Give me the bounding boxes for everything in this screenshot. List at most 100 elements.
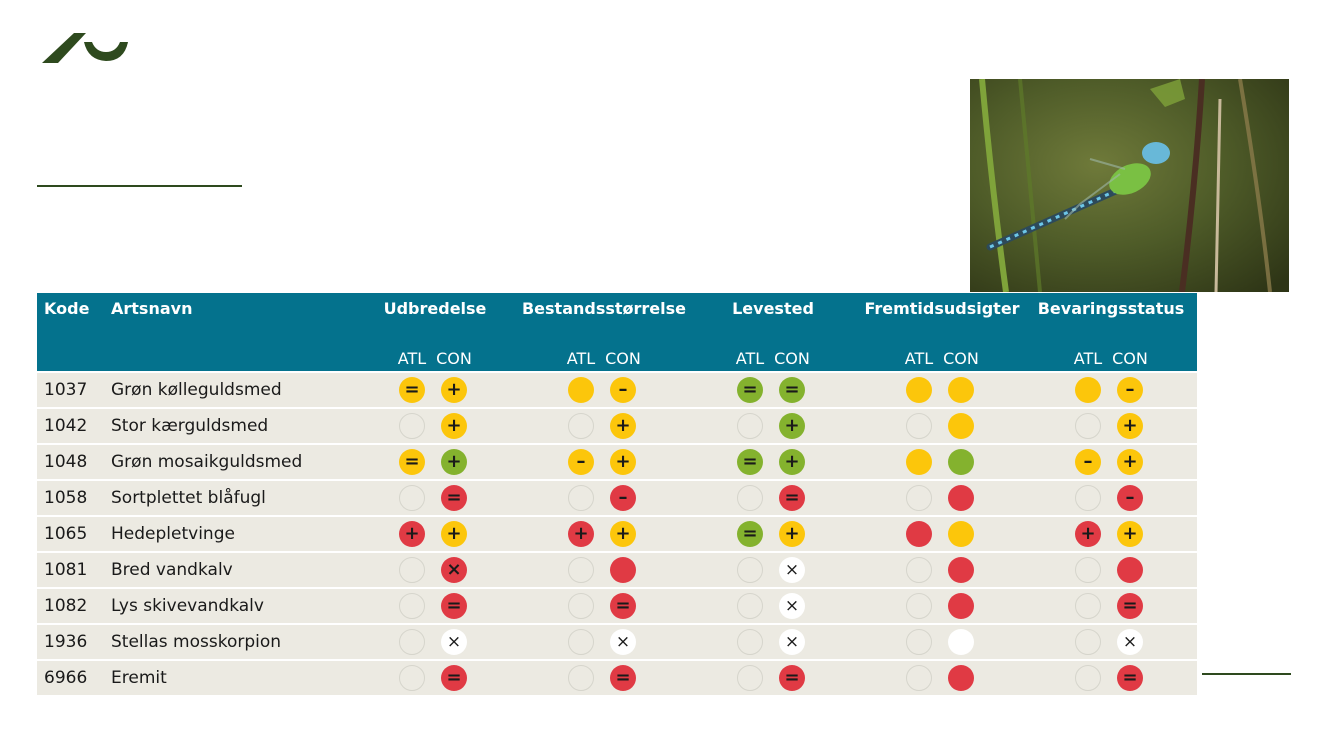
status-dot	[906, 557, 932, 583]
status-dot	[737, 413, 763, 439]
status-dot	[737, 557, 763, 583]
table-body: 1037 Grøn kølleguldsmed = + – = = –1042 Stor kær…	[37, 371, 1197, 695]
species-code: 1037	[44, 380, 88, 400]
header-udbredelse: Udbredelse	[383, 299, 487, 318]
status-dot: ×	[1117, 629, 1143, 655]
status-dot: ×	[779, 557, 805, 583]
table-row: 1042 Stor kærguldsmed + + + +	[37, 407, 1197, 443]
header-bevaringsstatus: Bevaringsstatus	[1037, 299, 1185, 318]
status-dot	[399, 665, 425, 691]
header-atl: ATL	[1073, 349, 1103, 368]
species-name: Hedepletvinge	[111, 524, 235, 544]
species-name: Stor kærguldsmed	[111, 416, 269, 436]
status-dot: =	[399, 377, 425, 403]
species-code: 1082	[44, 596, 88, 616]
table-row: 6966 Eremit = = = =	[37, 659, 1197, 695]
table-row: 1936 Stellas mosskorpion × × × ×	[37, 623, 1197, 659]
title-underline	[37, 185, 242, 187]
status-dot	[568, 413, 594, 439]
header-fremtidsudsigter: Fremtidsudsigter	[864, 299, 1020, 318]
header-con: CON	[1112, 349, 1148, 368]
status-dot	[399, 593, 425, 619]
status-dot: –	[1075, 449, 1101, 475]
status-dot: =	[737, 377, 763, 403]
status-dot: =	[441, 665, 467, 691]
species-name: Lys skivevandkalv	[111, 596, 264, 616]
status-dot: +	[441, 449, 467, 475]
status-dot	[399, 485, 425, 511]
status-dot: +	[610, 413, 636, 439]
status-dot	[737, 593, 763, 619]
header-levested: Levested	[732, 299, 814, 318]
status-dot: +	[1117, 449, 1143, 475]
status-dot	[568, 665, 594, 691]
header-atl: ATL	[566, 349, 596, 368]
status-dot: ×	[610, 629, 636, 655]
table-row: 1037 Grøn kølleguldsmed = + – = = –	[37, 371, 1197, 407]
header-con: CON	[605, 349, 641, 368]
header-atl: ATL	[904, 349, 934, 368]
status-dot: –	[1117, 485, 1143, 511]
header-bestandsstorrelse: Bestandsstørrelse	[521, 299, 687, 318]
status-dot	[948, 377, 974, 403]
status-dot: +	[568, 521, 594, 547]
status-dot: –	[1117, 377, 1143, 403]
status-dot: =	[441, 593, 467, 619]
status-dot	[1075, 413, 1101, 439]
status-dot: =	[1117, 593, 1143, 619]
species-code: 1058	[44, 488, 88, 508]
status-dot	[906, 665, 932, 691]
header-con: CON	[436, 349, 472, 368]
status-dot: =	[737, 449, 763, 475]
status-dot	[737, 485, 763, 511]
status-dot	[568, 629, 594, 655]
status-dot	[399, 629, 425, 655]
species-name: Eremit	[111, 668, 167, 688]
header-atl: ATL	[735, 349, 765, 368]
status-dot: –	[568, 449, 594, 475]
status-dot	[568, 377, 594, 403]
status-dot: +	[399, 521, 425, 547]
status-dot: =	[1117, 665, 1143, 691]
status-dot: =	[779, 377, 805, 403]
status-dot: +	[441, 413, 467, 439]
status-dot	[948, 665, 974, 691]
header-con: CON	[943, 349, 979, 368]
table-header: Kode Artsnavn Udbredelse Bestandsstørrel…	[37, 293, 1197, 371]
status-dot	[399, 413, 425, 439]
status-dot: =	[779, 665, 805, 691]
status-dot	[906, 377, 932, 403]
status-dot: +	[779, 521, 805, 547]
species-code: 1065	[44, 524, 88, 544]
status-dot: =	[399, 449, 425, 475]
status-dot	[906, 485, 932, 511]
status-dot	[737, 629, 763, 655]
dragonfly-photo	[970, 79, 1289, 292]
status-dot: ×	[441, 557, 467, 583]
status-dot	[906, 521, 932, 547]
status-dot: ×	[779, 593, 805, 619]
status-dot	[1075, 629, 1101, 655]
status-dot	[568, 593, 594, 619]
status-dot	[737, 665, 763, 691]
status-dot: ×	[779, 629, 805, 655]
footer-rule	[1202, 673, 1291, 675]
status-dot	[948, 557, 974, 583]
table-row: 1065 Hedepletvinge + + + + = + + +	[37, 515, 1197, 551]
status-dot	[906, 413, 932, 439]
header-artsnavn: Artsnavn	[111, 299, 193, 318]
status-dot	[906, 449, 932, 475]
header-kode: Kode	[44, 299, 90, 318]
status-dot: +	[779, 449, 805, 475]
species-code: 1048	[44, 452, 88, 472]
status-dot: +	[1117, 521, 1143, 547]
status-dot: ×	[441, 629, 467, 655]
status-dot	[948, 521, 974, 547]
status-dot	[1075, 593, 1101, 619]
status-dot: =	[610, 593, 636, 619]
status-dot	[906, 593, 932, 619]
status-dot	[610, 557, 636, 583]
status-dot: =	[779, 485, 805, 511]
status-dot	[1117, 557, 1143, 583]
species-name: Stellas mosskorpion	[111, 632, 282, 652]
